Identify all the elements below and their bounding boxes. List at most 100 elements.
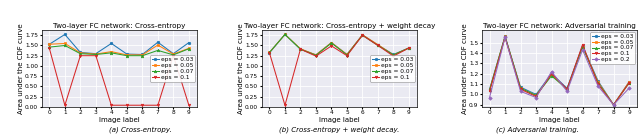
eps = 0.07 — [170, 54, 177, 56]
eps = 0.1 — [281, 104, 289, 106]
eps = 0.05 — [61, 43, 68, 44]
eps = 0.07 — [405, 47, 413, 49]
eps = 0.1 — [45, 48, 53, 49]
eps = 0.03 — [170, 53, 177, 55]
Y-axis label: Area under the CDF curve: Area under the CDF curve — [461, 23, 468, 114]
Legend: eps = 0.03, eps = 0.05, eps = 0.07, eps = 0.1, eps = 0.2: eps = 0.03, eps = 0.05, eps = 0.07, eps … — [591, 32, 635, 64]
eps = 0.07 — [374, 45, 382, 46]
eps = 0.1 — [296, 48, 304, 50]
eps = 0.03 — [328, 42, 335, 43]
eps = 0.03 — [610, 104, 618, 106]
eps = 0.03 — [548, 73, 556, 75]
eps = 0.05 — [45, 43, 53, 45]
Line: eps = 0.05: eps = 0.05 — [268, 33, 410, 56]
eps = 0.2 — [486, 97, 493, 98]
eps = 0.1 — [390, 55, 397, 57]
Line: eps = 0.1: eps = 0.1 — [48, 47, 190, 106]
Title: Two-layer FC network: Adversarial training: Two-layer FC network: Adversarial traini… — [483, 23, 636, 29]
Line: eps = 0.03: eps = 0.03 — [268, 33, 410, 56]
eps = 0.1 — [625, 82, 633, 84]
eps = 0.07 — [548, 75, 556, 77]
eps = 0.2 — [516, 90, 524, 92]
eps = 0.2 — [563, 90, 571, 92]
eps = 0.03 — [343, 54, 351, 55]
Line: eps = 0.05: eps = 0.05 — [488, 35, 630, 106]
eps = 0.1 — [123, 104, 131, 106]
eps = 0.07 — [185, 48, 193, 50]
Line: eps = 0.1: eps = 0.1 — [488, 36, 630, 106]
eps = 0.03 — [625, 81, 633, 83]
eps = 0.07 — [516, 87, 524, 89]
eps = 0.03 — [123, 53, 131, 55]
eps = 0.1 — [92, 55, 100, 57]
eps = 0.03 — [266, 52, 273, 54]
Line: eps = 0.03: eps = 0.03 — [48, 33, 190, 56]
eps = 0.05 — [625, 81, 633, 83]
eps = 0.1 — [343, 55, 351, 57]
eps = 0.07 — [92, 54, 100, 55]
eps = 0.1 — [185, 104, 193, 106]
eps = 0.05 — [123, 54, 131, 56]
eps = 0.1 — [108, 104, 115, 106]
Legend: eps = 0.03, eps = 0.05, eps = 0.07, eps = 0.1: eps = 0.03, eps = 0.05, eps = 0.07, eps … — [371, 55, 415, 82]
eps = 0.05 — [516, 87, 524, 89]
eps = 0.03 — [281, 34, 289, 35]
eps = 0.2 — [579, 49, 586, 51]
eps = 0.07 — [532, 95, 540, 96]
eps = 0.03 — [563, 87, 571, 89]
eps = 0.05 — [328, 42, 335, 43]
eps = 0.05 — [563, 88, 571, 90]
Y-axis label: Area under the CDF curve: Area under the CDF curve — [237, 23, 244, 114]
Line: eps = 0.07: eps = 0.07 — [48, 44, 190, 57]
eps = 0.1 — [532, 96, 540, 97]
eps = 0.1 — [266, 52, 273, 54]
eps = 0.07 — [61, 45, 68, 46]
eps = 0.05 — [548, 74, 556, 75]
eps = 0.03 — [501, 35, 509, 37]
eps = 0.03 — [138, 54, 146, 55]
eps = 0.07 — [281, 34, 289, 35]
eps = 0.07 — [77, 53, 84, 55]
Text: (c) Adversarial training.: (c) Adversarial training. — [496, 126, 579, 133]
eps = 0.05 — [92, 53, 100, 55]
X-axis label: Image label: Image label — [99, 117, 140, 123]
eps = 0.07 — [312, 55, 320, 56]
eps = 0.1 — [61, 104, 68, 106]
eps = 0.07 — [594, 82, 602, 84]
eps = 0.1 — [77, 55, 84, 57]
eps = 0.03 — [77, 52, 84, 53]
eps = 0.05 — [594, 81, 602, 83]
eps = 0.03 — [296, 48, 304, 50]
eps = 0.03 — [358, 34, 366, 36]
eps = 0.07 — [610, 104, 618, 106]
eps = 0.1 — [312, 55, 320, 57]
eps = 0.1 — [548, 73, 556, 75]
Text: (b) Cross-entropy + weight decay.: (b) Cross-entropy + weight decay. — [279, 126, 399, 133]
X-axis label: Image label: Image label — [539, 117, 580, 123]
eps = 0.1 — [563, 88, 571, 90]
eps = 0.05 — [343, 54, 351, 55]
eps = 0.03 — [390, 54, 397, 55]
eps = 0.1 — [594, 83, 602, 85]
eps = 0.07 — [328, 42, 335, 44]
eps = 0.07 — [390, 54, 397, 56]
eps = 0.05 — [108, 51, 115, 52]
eps = 0.05 — [312, 54, 320, 56]
eps = 0.03 — [108, 43, 115, 44]
eps = 0.03 — [154, 41, 162, 43]
eps = 0.05 — [358, 34, 366, 36]
eps = 0.1 — [486, 90, 493, 92]
eps = 0.07 — [123, 55, 131, 57]
eps = 0.1 — [170, 55, 177, 57]
Line: eps = 0.2: eps = 0.2 — [488, 36, 630, 106]
eps = 0.1 — [516, 88, 524, 90]
eps = 0.07 — [625, 82, 633, 84]
eps = 0.03 — [486, 88, 493, 90]
eps = 0.03 — [532, 94, 540, 95]
eps = 0.07 — [266, 52, 273, 53]
eps = 0.07 — [296, 48, 304, 50]
eps = 0.1 — [154, 104, 162, 106]
eps = 0.05 — [501, 35, 509, 37]
eps = 0.05 — [154, 44, 162, 46]
eps = 0.05 — [579, 46, 586, 48]
